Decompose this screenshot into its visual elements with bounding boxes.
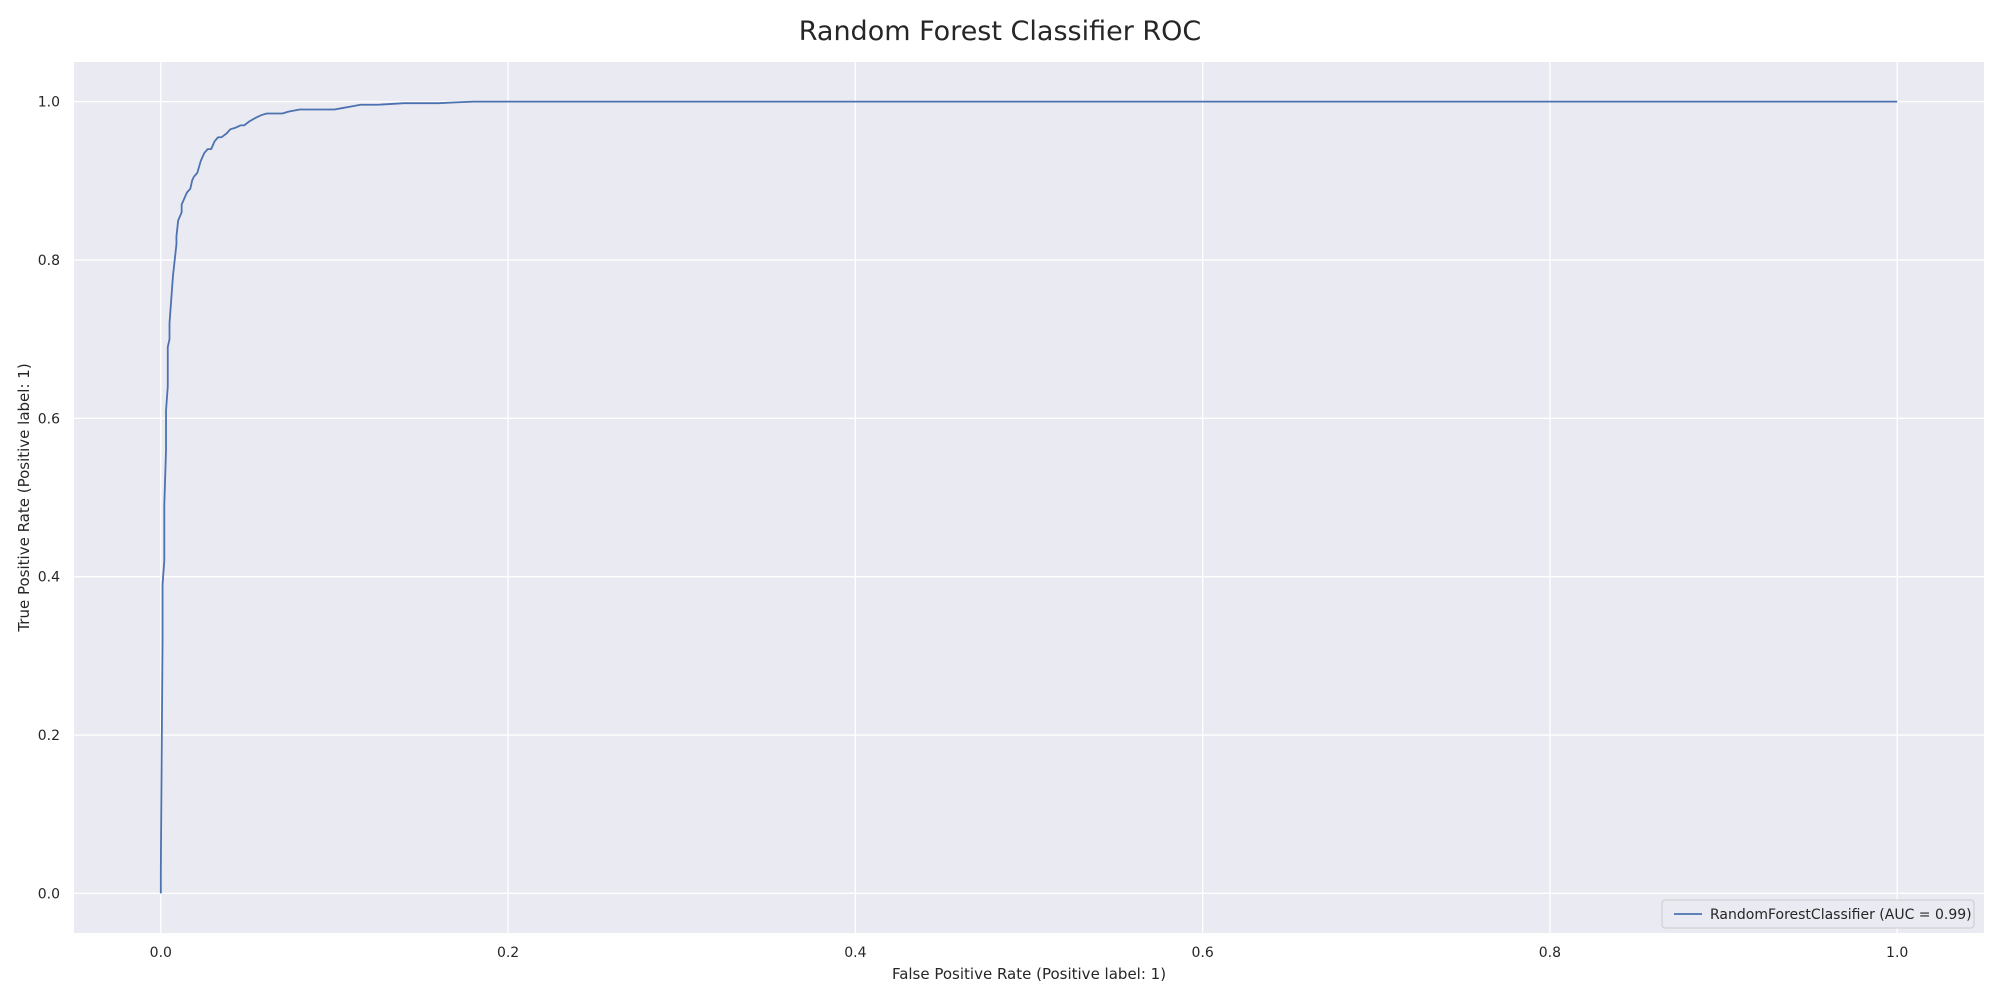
x-tick-label: 0.8 (1539, 945, 1561, 961)
y-tick-label: 0.2 (38, 728, 60, 744)
y-tick-label: 0.0 (38, 886, 60, 902)
y-tick-label: 0.8 (38, 253, 60, 269)
x-tick-label: 0.2 (497, 945, 519, 961)
y-tick-label: 0.4 (38, 570, 60, 586)
x-tick-label: 1.0 (1886, 945, 1908, 961)
x-tick-label: 0.6 (1192, 945, 1214, 961)
y-tick-label: 1.0 (38, 95, 60, 111)
tick-labels: 0.0 0.2 0.4 0.6 0.8 1.0 0.0 0.2 0.4 0.6 0.8 1.0 (38, 95, 1909, 961)
roc-curve-line (159, 100, 1898, 894)
legend: RandomForestClassifier (AUC = 0.99) (1661, 899, 1975, 929)
legend-label: RandomForestClassifier (AUC = 0.99) (1710, 907, 1972, 923)
grid-lines (74, 62, 1984, 933)
x-axis-label: False Positive Rate (Positive label: 1) (892, 965, 1166, 983)
y-tick-label: 0.6 (38, 411, 60, 427)
series-layer (159, 100, 1898, 894)
x-tick-label: 0.4 (844, 945, 866, 961)
chart-title: Random Forest Classifier ROC (799, 16, 1202, 47)
plot-area (74, 62, 1984, 933)
y-axis-label: True Positive Rate (Positive label: 1) (15, 363, 33, 632)
x-tick-label: 0.0 (150, 945, 172, 961)
legend-box (1661, 899, 1975, 929)
